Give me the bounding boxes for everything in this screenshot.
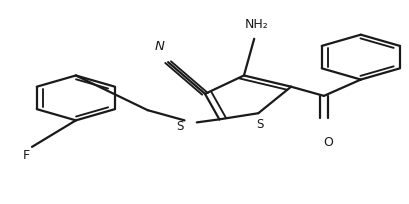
Text: O: O [322, 136, 332, 149]
Text: S: S [176, 120, 184, 133]
Text: NH₂: NH₂ [244, 18, 267, 31]
Text: N: N [155, 40, 164, 53]
Text: S: S [255, 118, 263, 131]
Text: F: F [22, 149, 29, 162]
